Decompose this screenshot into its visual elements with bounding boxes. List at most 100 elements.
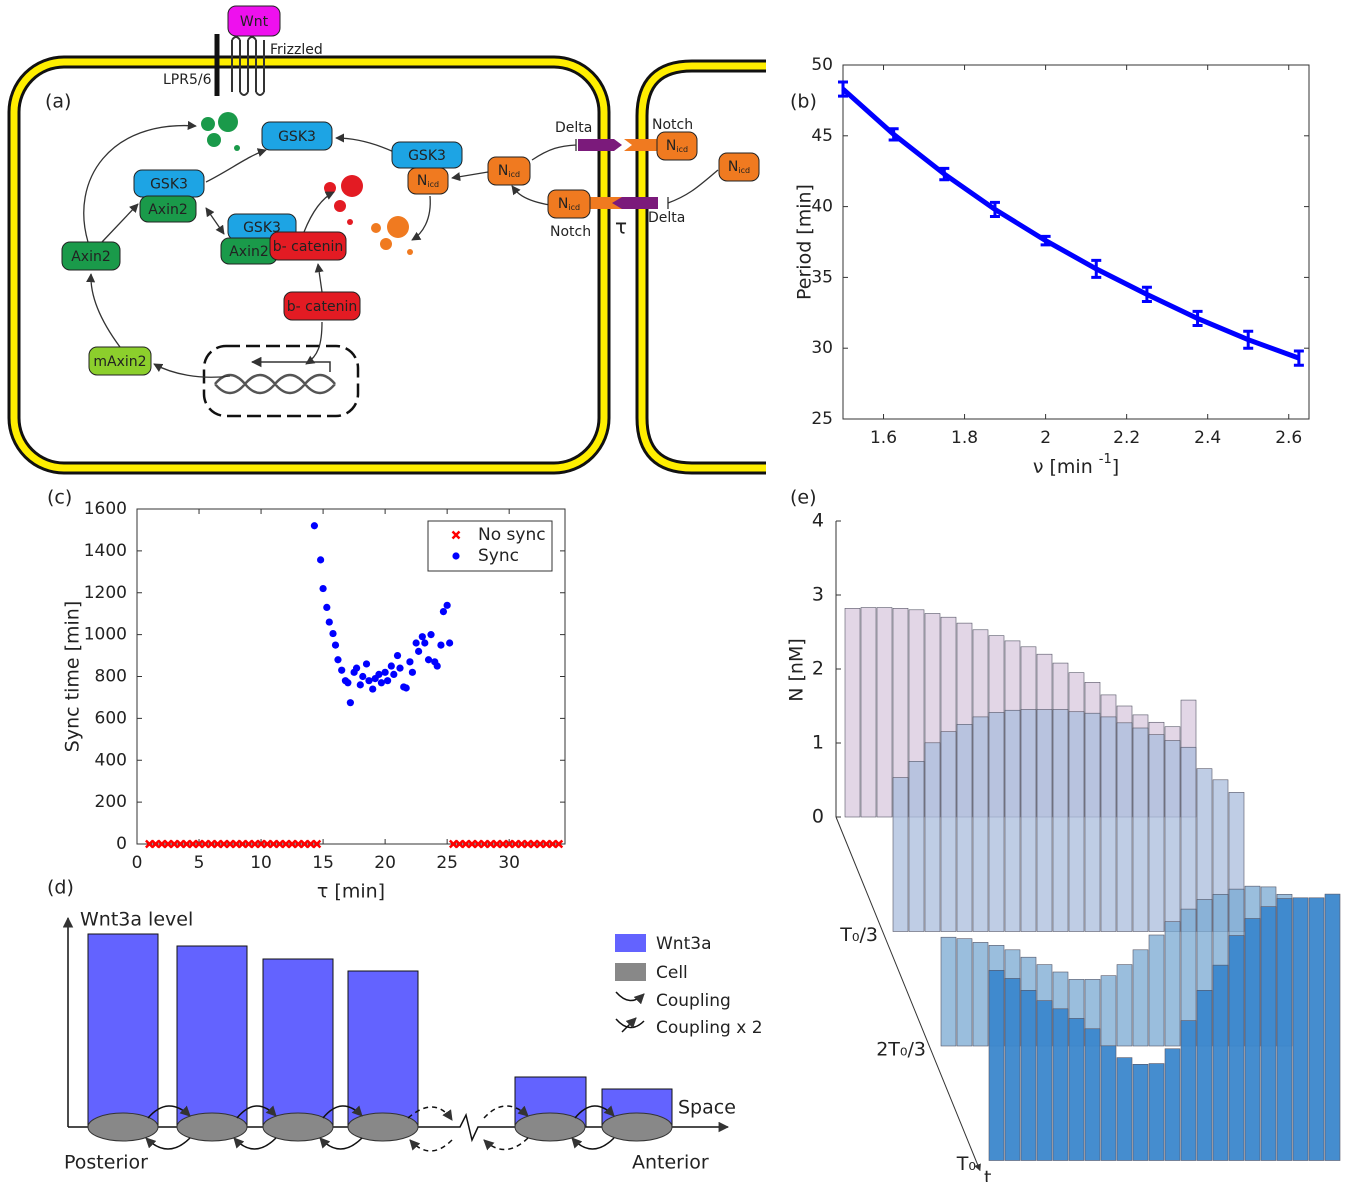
marker-dot	[332, 641, 339, 648]
legend-swatch	[616, 1018, 644, 1032]
bar	[1309, 898, 1324, 1161]
y-tick-label: 30	[811, 338, 833, 358]
bar	[989, 712, 1004, 931]
bar	[1085, 713, 1100, 931]
cell	[177, 1113, 247, 1141]
inhibition	[532, 139, 576, 160]
marker-dot	[375, 671, 382, 678]
bar	[1261, 907, 1276, 1161]
label: Posterior	[64, 1152, 148, 1174]
y-tick-label: 1000	[84, 625, 127, 645]
arrow	[512, 186, 550, 205]
coupling	[320, 1138, 362, 1149]
bar	[1021, 710, 1036, 932]
notch-receptor	[624, 139, 658, 151]
marker-dot	[419, 633, 426, 640]
nucleus	[204, 346, 358, 416]
panel-label: (e)	[790, 487, 817, 509]
coupling	[234, 1138, 276, 1149]
bar	[861, 608, 876, 817]
bar	[1149, 735, 1164, 932]
bar	[1229, 936, 1244, 1161]
wnt-bar	[177, 946, 247, 1127]
particle	[334, 200, 346, 212]
bar	[1021, 990, 1036, 1160]
bar	[1101, 1046, 1116, 1161]
x-tick-label: 0	[132, 853, 143, 873]
y-tick-label: 600	[95, 708, 127, 728]
y-tick-label: 45	[811, 126, 833, 146]
bar	[1037, 710, 1052, 932]
dna	[215, 375, 335, 393]
label: τ	[615, 215, 627, 239]
y-tick-label: 3	[812, 584, 824, 606]
node-label: Wnt	[240, 14, 269, 30]
label: Notch	[652, 117, 693, 133]
axis-label: Space	[678, 1097, 736, 1119]
panel-label: (c)	[47, 487, 72, 509]
legend-label: Coupling x 2	[656, 1018, 763, 1038]
marker-dot	[317, 556, 324, 563]
marker-dot	[353, 665, 360, 672]
bar	[957, 724, 972, 931]
marker-dot	[365, 677, 372, 684]
figure: WntGSK3GSK3Axin2GSK3Axin2b- cateninAxin2…	[0, 0, 1354, 1182]
arrow	[252, 362, 330, 372]
x-axis-label: ]	[1112, 456, 1119, 478]
bar	[989, 970, 1004, 1160]
y-tick-label: 0	[812, 806, 824, 828]
node-label: GSK3	[150, 177, 188, 193]
label: Anterior	[632, 1152, 709, 1174]
marker-dot	[311, 522, 318, 529]
node-label: N	[728, 159, 738, 175]
node-label-sub: icd	[676, 145, 688, 154]
legend-label: No sync	[478, 525, 546, 545]
node-label-sub: icd	[427, 180, 439, 189]
particle	[324, 182, 336, 194]
time-label: T₀/3	[839, 924, 878, 946]
bar	[1037, 1001, 1052, 1161]
node-label: b- catenin	[287, 299, 357, 315]
node-label-sub: icd	[568, 203, 580, 212]
x-axis-label-sup: -1	[1099, 452, 1112, 467]
bar	[1277, 899, 1292, 1161]
arrow	[154, 364, 230, 377]
marker-dot	[437, 641, 444, 648]
bar	[877, 608, 892, 817]
cell	[263, 1113, 333, 1141]
x-axis-label: ν [min	[1033, 456, 1093, 478]
node-label: GSK3	[278, 129, 316, 145]
label: Delta	[648, 210, 685, 226]
bar	[1165, 922, 1180, 1046]
bar	[1245, 919, 1260, 1161]
marker-dot	[344, 679, 351, 686]
cell	[602, 1113, 672, 1141]
legend-marker	[452, 552, 459, 559]
arrow	[318, 264, 322, 292]
marker-dot	[326, 618, 333, 625]
bar	[1165, 1049, 1180, 1161]
panel-label: (a)	[45, 91, 71, 113]
bar	[1133, 950, 1148, 1046]
legend-label: Coupling	[656, 991, 731, 1011]
x-tick-label: 1.6	[870, 428, 897, 448]
marker-dot	[396, 665, 403, 672]
bar	[1133, 728, 1148, 932]
arrow	[412, 196, 430, 240]
label: LPR5/6	[163, 72, 212, 88]
delta-ligand	[578, 139, 622, 151]
x-tick-label: 2.4	[1194, 428, 1221, 448]
x-tick-label: 25	[436, 853, 458, 873]
y-axis-label: N [nM]	[786, 638, 808, 702]
marker-dot	[403, 684, 410, 691]
bar	[1133, 1064, 1148, 1160]
bar	[1117, 723, 1132, 932]
node-label: b- catenin	[273, 239, 343, 255]
marker-dot	[434, 662, 441, 669]
marker-dot	[338, 667, 345, 674]
bar	[1085, 1029, 1100, 1161]
y-tick-label: 1600	[84, 499, 127, 519]
legend-swatch	[615, 963, 646, 981]
inhibition	[668, 170, 718, 209]
bar	[957, 939, 972, 1046]
